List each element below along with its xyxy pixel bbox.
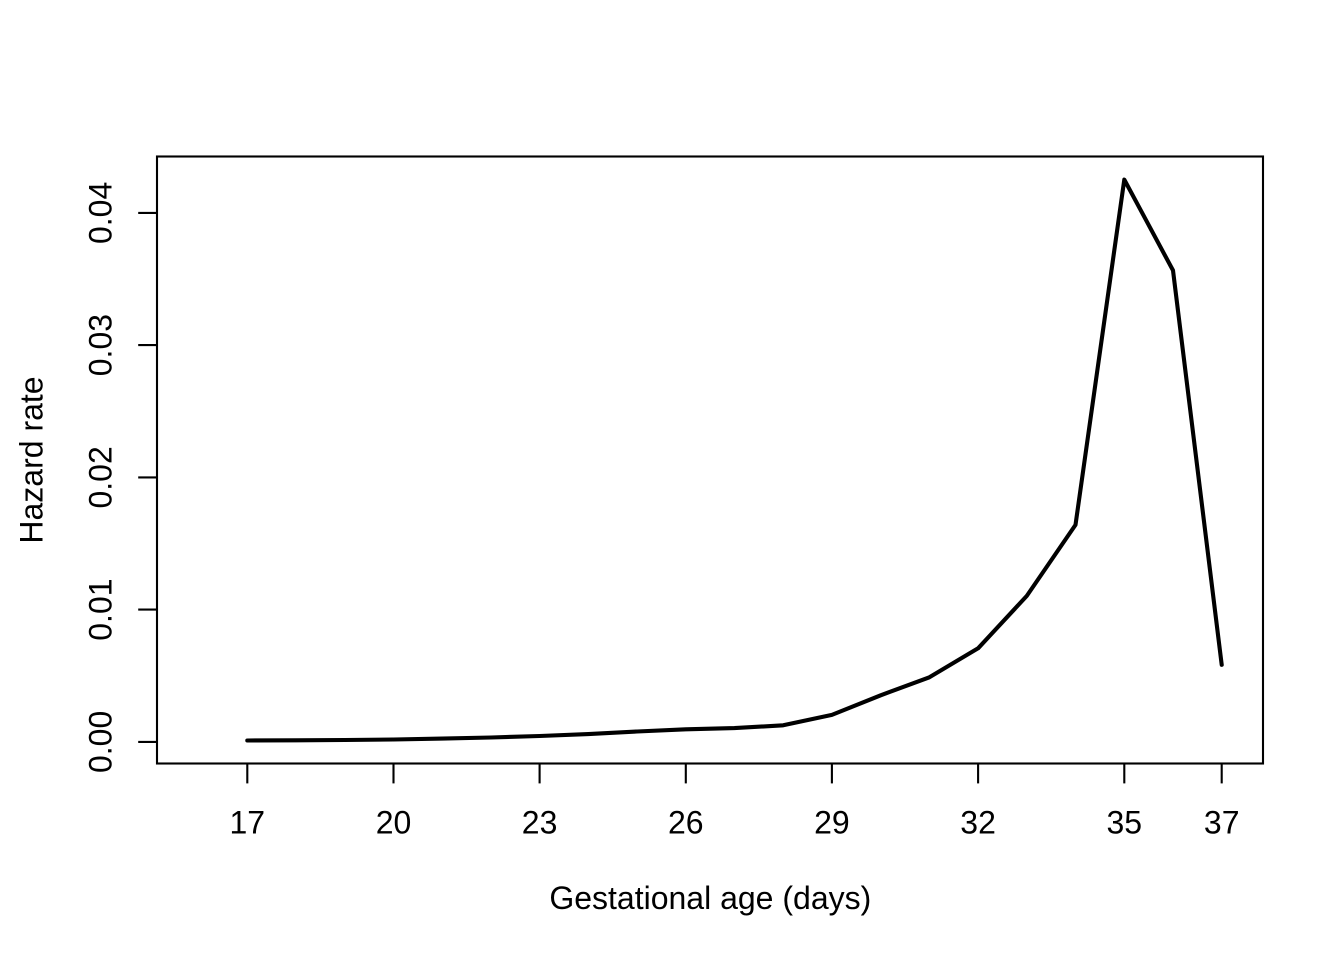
svg-text:23: 23 bbox=[522, 804, 558, 840]
svg-text:0.02: 0.02 bbox=[83, 446, 119, 508]
svg-text:29: 29 bbox=[814, 804, 850, 840]
svg-text:Hazard rate: Hazard rate bbox=[13, 376, 49, 543]
svg-text:26: 26 bbox=[668, 804, 704, 840]
svg-text:35: 35 bbox=[1107, 804, 1143, 840]
svg-text:20: 20 bbox=[376, 804, 412, 840]
svg-text:37: 37 bbox=[1204, 804, 1240, 840]
svg-text:17: 17 bbox=[230, 804, 266, 840]
svg-text:32: 32 bbox=[960, 804, 996, 840]
svg-text:Gestational age (days): Gestational age (days) bbox=[549, 880, 871, 916]
svg-text:0.04: 0.04 bbox=[83, 182, 119, 244]
svg-text:0.03: 0.03 bbox=[83, 314, 119, 376]
svg-text:0.01: 0.01 bbox=[83, 578, 119, 640]
svg-text:0.00: 0.00 bbox=[83, 711, 119, 773]
